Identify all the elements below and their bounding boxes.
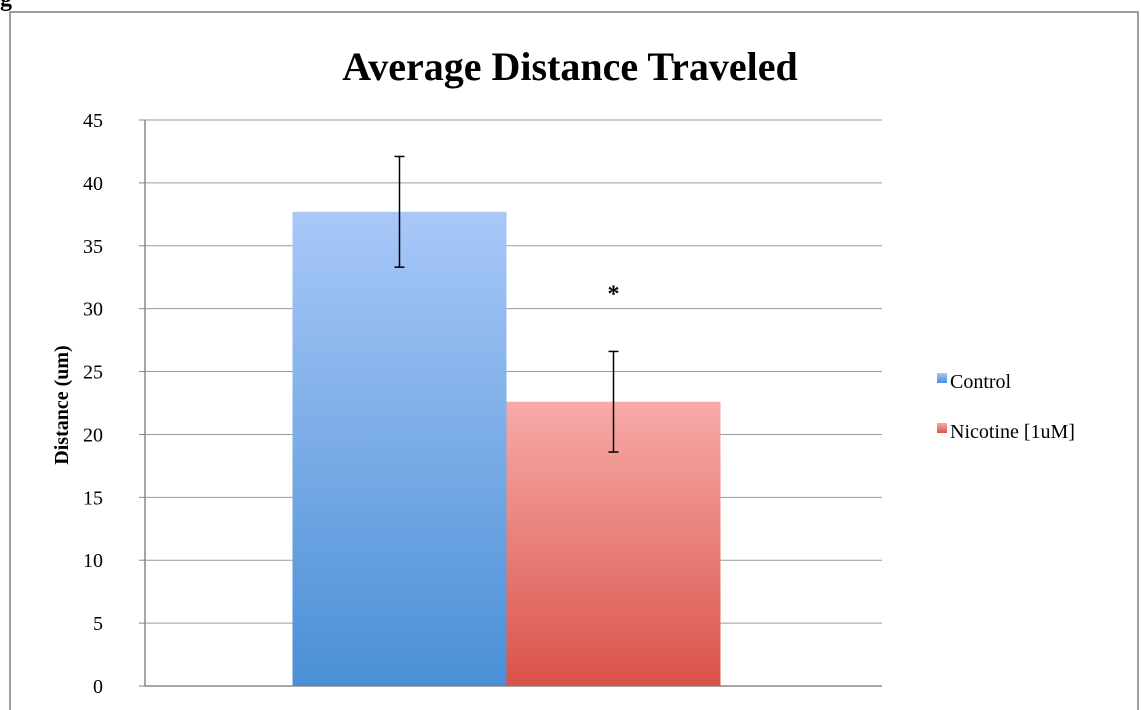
- y-tick-label: 30: [83, 299, 103, 321]
- y-tick-label: 35: [83, 236, 103, 258]
- annotations: *: [608, 281, 620, 307]
- significance-marker: *: [608, 281, 620, 307]
- y-axis-title: Distance (um): [51, 345, 73, 464]
- chart-title: Average Distance Traveled: [342, 44, 797, 89]
- legend-swatch: [937, 373, 947, 383]
- legend-swatch: [937, 423, 947, 433]
- y-tick-label: 15: [83, 487, 103, 509]
- bar-control: [292, 211, 507, 686]
- y-tick-label: 5: [93, 613, 103, 635]
- y-tick-label: 10: [83, 550, 103, 572]
- y-tick-label: 0: [93, 676, 103, 698]
- legend-label: Control: [950, 371, 1012, 393]
- bars: [292, 211, 721, 686]
- legend-label: Nicotine [1uM]: [950, 421, 1075, 443]
- y-tick-label: 25: [83, 362, 103, 384]
- y-tick-label: 45: [83, 110, 103, 132]
- legend: Control Nicotine [1uM]: [937, 371, 1075, 443]
- error-bars: [394, 155, 619, 453]
- figure-label: g: [0, 0, 12, 12]
- y-axis-ticks: 0 5 10 15 20 25 30 35 40 45: [83, 110, 145, 698]
- y-tick-label: 40: [83, 173, 103, 195]
- y-tick-label: 20: [83, 424, 103, 446]
- chart-frame: [9, 11, 1139, 710]
